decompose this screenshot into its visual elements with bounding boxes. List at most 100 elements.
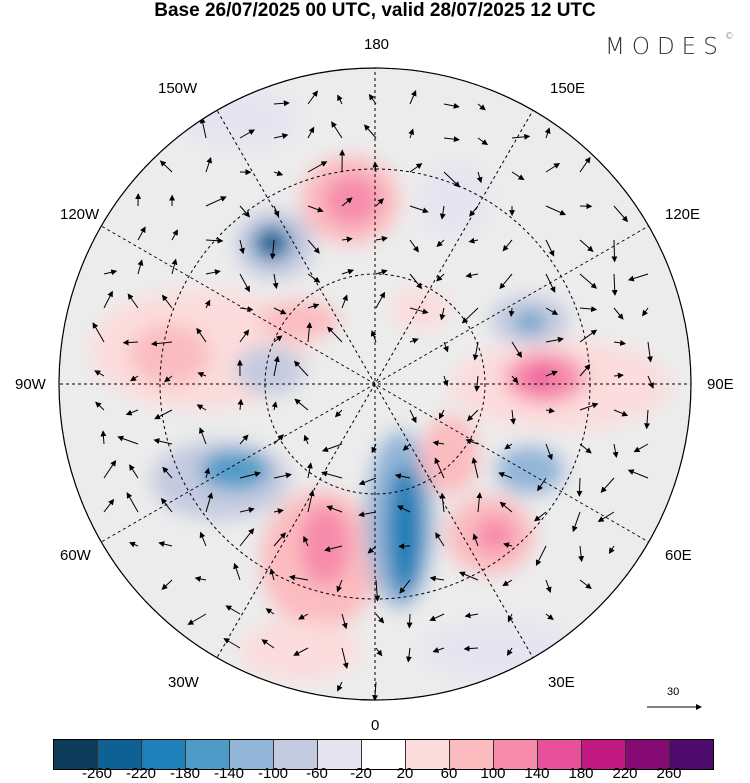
wind-arrow (463, 645, 479, 652)
wind-arrow (504, 443, 513, 450)
wind-arrow (409, 409, 417, 424)
wind-arrow (273, 508, 284, 515)
wind-arrow (545, 273, 556, 293)
anomaly-region (390, 290, 450, 330)
wind-arrow (371, 443, 378, 454)
wind-arrow (611, 239, 618, 263)
lon-label-150e: 150E (550, 80, 586, 97)
wind-arrow (545, 443, 553, 461)
wind-arrow (171, 229, 178, 241)
wind-arrow (130, 375, 139, 382)
wind-arrow (511, 133, 531, 140)
wind-arrow (432, 440, 445, 447)
reference-vector: 30 (645, 686, 705, 716)
wind-arrow (205, 237, 224, 244)
wind-arrow (511, 171, 525, 181)
latitude-circle (264, 273, 486, 495)
wind-arrow (545, 205, 567, 216)
wind-arrow (239, 434, 249, 445)
wind-arrow (406, 613, 413, 629)
anomaly-region (240, 620, 360, 680)
wind-arrow (341, 269, 355, 275)
wind-arrow (468, 237, 479, 244)
wind-arrow (545, 370, 558, 377)
wind-arrow (597, 511, 615, 522)
wind-arrow (465, 272, 479, 279)
wind-arrow (162, 466, 173, 479)
lon-label-60w: 60W (60, 547, 91, 564)
colorbar-swatch (98, 740, 142, 769)
wind-arrow (125, 409, 139, 416)
anomaly-region (260, 300, 340, 340)
wind-arrow (461, 307, 479, 324)
colorbar-tick-label: -260 (81, 765, 113, 782)
wind-arrow (122, 339, 139, 346)
wind-arrow (327, 326, 343, 343)
wind-arrow (367, 545, 377, 554)
wind-arrow (199, 531, 207, 547)
wind-arrow (92, 322, 105, 343)
wind-arrow (613, 307, 624, 320)
wind-arrow (436, 239, 445, 247)
wind-arrow (442, 375, 449, 387)
colorbar-swatch (494, 740, 538, 769)
wind-arrow (103, 269, 118, 276)
wind-arrow (633, 443, 649, 453)
wind-arrow (154, 409, 173, 420)
wind-arrow (273, 133, 289, 139)
anomaly-region (130, 325, 210, 385)
wind-arrow (306, 321, 313, 343)
wind-arrow (293, 647, 309, 656)
wind-arrow (199, 117, 207, 139)
wind-arrow (205, 269, 221, 276)
wind-arrow (502, 239, 513, 252)
wind-arrow (269, 239, 276, 260)
wind-arrow (579, 156, 591, 173)
wind-arrow (612, 443, 619, 459)
wind-arrow (429, 575, 445, 582)
wind-arrow (204, 299, 211, 309)
wind-arrow (578, 545, 585, 563)
wind-arrow (613, 372, 624, 379)
wind-arrow (429, 613, 445, 621)
wind-arrow (273, 434, 284, 445)
wind-arrow (646, 341, 653, 363)
figure-title: Base 26/07/2025 00 UTC, valid 28/07/2025… (154, 0, 596, 21)
wind-arrow (205, 492, 214, 513)
wind-arrow (372, 681, 379, 700)
wind-arrow (579, 273, 598, 289)
wind-arrow (409, 163, 423, 173)
wind-arrow (129, 541, 139, 548)
wind-arrow (434, 457, 445, 479)
wind-arrow (150, 340, 173, 347)
wind-arrow (443, 102, 460, 109)
wind-arrow (545, 307, 559, 315)
colorbar-swatch (670, 740, 713, 769)
lon-label-120e: 120E (665, 206, 701, 223)
wind-arrow (608, 545, 615, 554)
wind-arrow (265, 608, 275, 615)
wind-arrow (465, 438, 479, 445)
wind-arrow (161, 579, 173, 590)
wind-arrow (409, 307, 429, 315)
colorbar-swatch (274, 740, 318, 769)
wind-arrow (506, 647, 513, 656)
colorbar-tick-label: 220 (612, 765, 638, 782)
wind-arrow (100, 430, 107, 445)
lon-label-30e: 30E (548, 674, 575, 691)
wind-arrow (161, 294, 173, 309)
wind-arrow (321, 443, 343, 453)
colorbar-swatch (406, 740, 450, 769)
wind-arrow (642, 307, 649, 317)
wind-arrow (579, 364, 591, 377)
meridian-line (209, 97, 541, 671)
wind-arrow (432, 647, 445, 653)
wind-arrow (472, 341, 479, 361)
wind-arrow (476, 492, 483, 513)
wind-arrow (337, 94, 343, 105)
wind-arrow (336, 579, 343, 593)
wind-arrow (303, 434, 310, 445)
colorbar-swatch (582, 740, 626, 769)
wind-arrow (307, 161, 328, 173)
